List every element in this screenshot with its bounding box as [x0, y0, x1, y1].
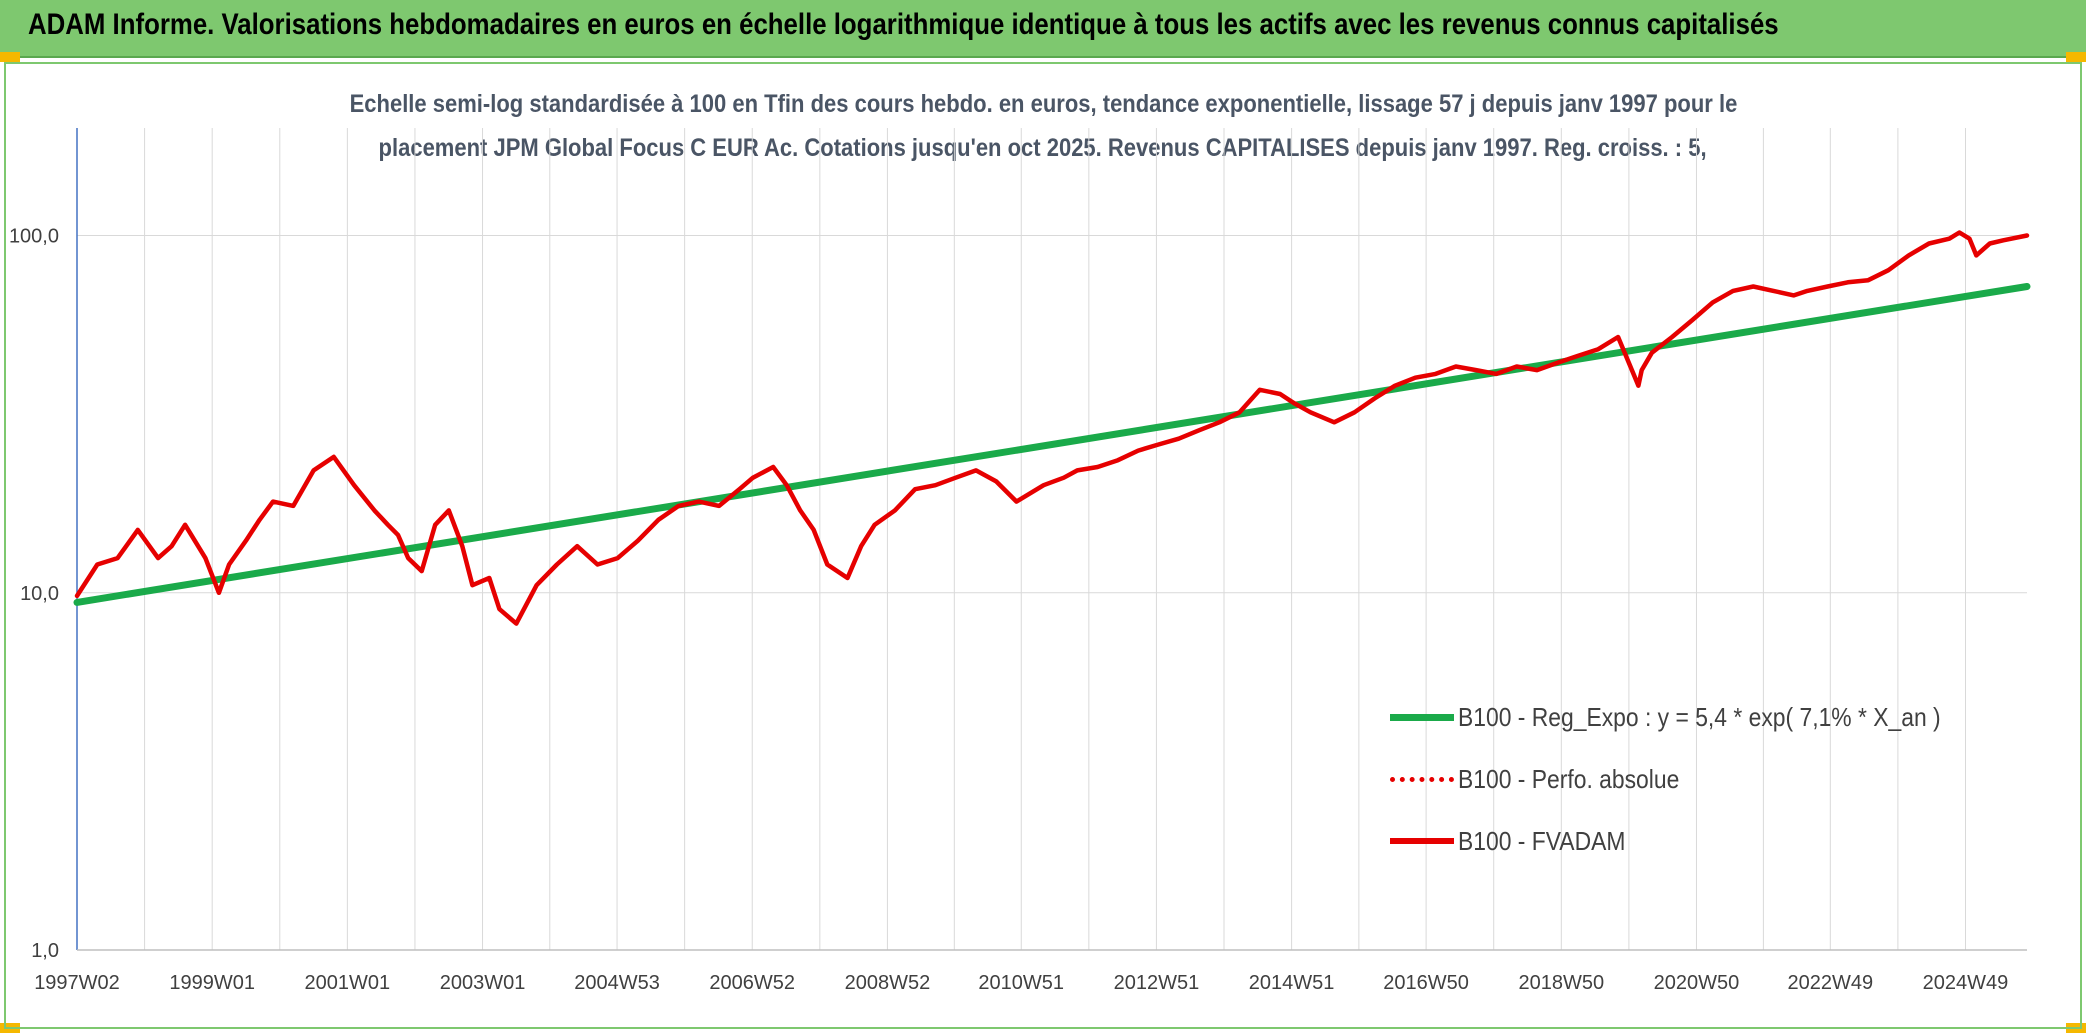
x-tick-label: 2012W51 [1114, 972, 1200, 994]
header-title: ADAM Informe. Valorisations hebdomadaire… [28, 8, 1779, 41]
x-tick-label: 2006W52 [709, 972, 795, 994]
x-tick-label: 2004W53 [574, 972, 660, 994]
legend-label-perfo-absolue: B100 - Perfo. absolue [1458, 763, 1680, 794]
y-tick-label: 1,0 [31, 940, 59, 962]
x-tick-label: 2003W01 [440, 972, 526, 994]
chart-subtitle-line-2: placement JPM Global Focus C EUR Ac. Cot… [378, 134, 1708, 162]
x-tick-label: 2014W51 [1249, 972, 1335, 994]
header-bar: ADAM Informe. Valorisations hebdomadaire… [0, 0, 2086, 58]
corner-accent-left [0, 52, 20, 62]
legend-item-regression: B100 - Reg_Expo : y = 5,4 * exp( 7,1% * … [1390, 686, 2030, 748]
x-tick-label: 2010W51 [978, 972, 1064, 994]
legend-swatch-fvadam [1390, 838, 1454, 844]
legend-item-perfo-absolue: B100 - Perfo. absolue [1390, 748, 2030, 810]
corner-accent-right [2066, 52, 2086, 62]
legend-swatch-regression [1390, 713, 1454, 721]
x-tick-label: 2016W50 [1383, 972, 1469, 994]
y-tick-label: 10,0 [20, 583, 59, 605]
series-line-fvadam [74, 230, 2030, 626]
x-tick-label: 2022W49 [1787, 972, 1873, 994]
chart-legend: B100 - Reg_Expo : y = 5,4 * exp( 7,1% * … [1390, 686, 2030, 872]
x-tick-label: 2018W50 [1518, 972, 1604, 994]
x-tick-label: 2020W50 [1654, 972, 1740, 994]
legend-item-fvadam: B100 - FVADAM [1390, 810, 2030, 872]
chart-subtitle-line-1: Echelle semi-log standardisée à 100 en T… [349, 90, 1737, 118]
legend-label-fvadam: B100 - FVADAM [1458, 825, 1626, 856]
legend-swatch-perfo-absolue [1390, 776, 1454, 782]
series-line-regression [73, 283, 2031, 606]
legend-label-regression: B100 - Reg_Expo : y = 5,4 * exp( 7,1% * … [1458, 701, 1941, 732]
y-tick-label: 100,0 [9, 226, 59, 248]
x-tick-label: 1999W01 [169, 972, 255, 994]
x-tick-label: 2024W49 [1923, 972, 2009, 994]
x-tick-label: 1997W02 [34, 972, 120, 994]
chart-frame [4, 62, 2082, 1029]
x-tick-label: 2008W52 [845, 972, 931, 994]
x-tick-label: 2001W01 [305, 972, 391, 994]
